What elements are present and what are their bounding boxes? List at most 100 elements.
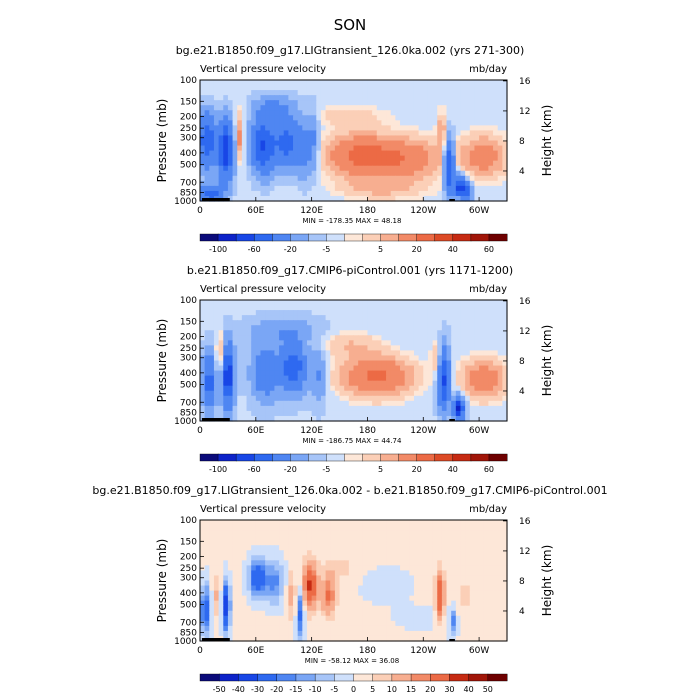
- field-cell: [227, 565, 234, 572]
- field-cell: [218, 305, 224, 311]
- field-cell: [479, 535, 485, 541]
- field-cell: [311, 315, 317, 321]
- field-cell: [302, 80, 308, 86]
- field-cell: [479, 335, 485, 341]
- field-cell: [209, 615, 215, 622]
- field-cell: [474, 620, 480, 627]
- field-cell: [381, 580, 387, 587]
- field-cell: [255, 95, 262, 101]
- field-cell: [255, 540, 262, 546]
- field-cell: [497, 305, 503, 311]
- field-cell: [237, 175, 243, 182]
- field-cell: [279, 85, 285, 91]
- field-cell: [488, 185, 494, 192]
- field-cell: [227, 170, 234, 177]
- field-cell: [441, 345, 448, 352]
- field-cell: [372, 560, 378, 566]
- field-cell: [353, 410, 359, 417]
- field-cell: [479, 370, 485, 377]
- field-cell: [241, 635, 248, 642]
- field-cell: [200, 545, 206, 551]
- field-cell: [469, 310, 476, 316]
- field-cell: [311, 635, 317, 642]
- field-cell: [409, 185, 415, 192]
- field-cell: [348, 100, 355, 106]
- field-cell: [209, 190, 215, 197]
- field-cell: [469, 370, 476, 377]
- field-cell: [302, 185, 308, 192]
- field-cell: [339, 410, 345, 417]
- field-cell: [325, 565, 331, 572]
- field-cell: [204, 300, 210, 306]
- field-cell: [488, 605, 494, 612]
- field-cell: [293, 630, 299, 637]
- field-cell: [344, 325, 350, 331]
- field-cell: [320, 395, 327, 402]
- field-cell: [218, 565, 224, 572]
- colorbar-box: [449, 673, 470, 682]
- colorbar-label: -100: [209, 465, 227, 474]
- field-cell: [232, 145, 238, 152]
- field-cell: [441, 135, 448, 142]
- x-tick-label: 120E: [300, 426, 323, 436]
- field-cell: [460, 125, 466, 132]
- field-cell: [344, 375, 350, 382]
- field-cell: [502, 140, 508, 147]
- field-cell: [404, 190, 410, 197]
- field-cell: [293, 560, 299, 566]
- field-cell: [400, 410, 406, 417]
- field-cell: [339, 550, 345, 556]
- field-cell: [269, 300, 276, 306]
- field-cell: [348, 180, 355, 187]
- field-cell: [460, 575, 466, 582]
- field-cell: [348, 595, 355, 602]
- field-cell: [260, 195, 266, 202]
- field-cell: [451, 100, 457, 106]
- field-cell: [376, 175, 383, 182]
- field-cell: [455, 195, 462, 202]
- field-cell: [334, 330, 341, 336]
- field-cell: [353, 525, 359, 531]
- field-cell: [395, 625, 401, 632]
- field-cell: [455, 95, 462, 101]
- field-cell: [497, 625, 503, 632]
- field-cell: [455, 595, 462, 602]
- field-cell: [358, 625, 364, 632]
- field-cell: [330, 545, 336, 551]
- field-cell: [334, 305, 341, 311]
- field-cell: [502, 170, 508, 177]
- field-cell: [283, 330, 289, 336]
- field-cell: [223, 605, 229, 612]
- field-cell: [218, 360, 224, 367]
- field-cell: [265, 390, 271, 397]
- field-cell: [441, 190, 448, 197]
- field-cell: [502, 525, 508, 531]
- field-cell: [413, 415, 420, 422]
- field-cell: [451, 375, 457, 382]
- field-cell: [265, 95, 271, 101]
- field-cell: [241, 395, 248, 402]
- field-cell: [474, 305, 480, 311]
- field-cell: [488, 125, 494, 132]
- field-cell: [334, 185, 341, 192]
- field-cell: [241, 370, 248, 377]
- field-cell: [460, 120, 466, 126]
- field-cell: [395, 370, 401, 377]
- field-cell: [353, 405, 359, 412]
- field-cell: [213, 370, 220, 377]
- field-cell: [232, 565, 238, 572]
- field-cell: [465, 580, 471, 587]
- field-cell: [381, 620, 387, 627]
- field-cell: [474, 195, 480, 202]
- field-cell: [330, 300, 336, 306]
- field-cell: [227, 310, 234, 316]
- field-cell: [274, 180, 280, 187]
- field-cell: [241, 630, 248, 637]
- field-cell: [469, 410, 476, 417]
- field-cell: [246, 625, 252, 632]
- field-cell: [404, 635, 410, 642]
- field-cell: [237, 125, 243, 132]
- field-cell: [497, 90, 503, 96]
- field-cell: [432, 555, 438, 561]
- field-cell: [269, 600, 276, 607]
